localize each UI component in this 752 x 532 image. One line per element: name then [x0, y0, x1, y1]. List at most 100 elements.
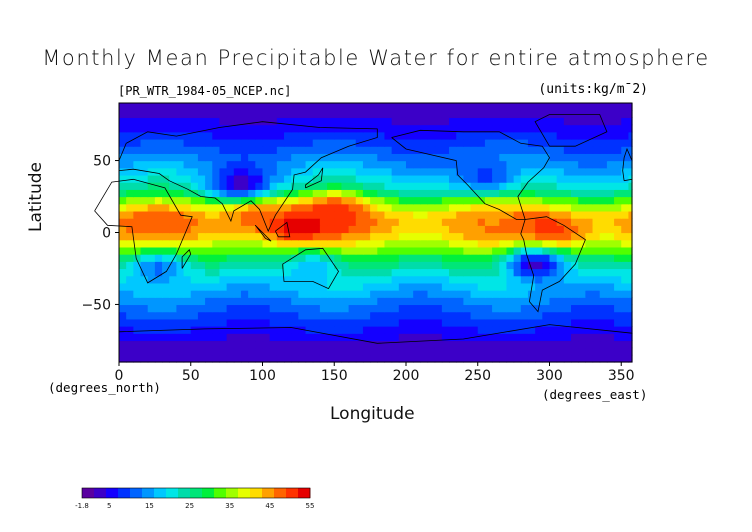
heatmap-cell	[506, 297, 515, 306]
heatmap-cell	[513, 110, 522, 118]
heatmap-cell	[398, 318, 407, 327]
heatmap-cell	[355, 189, 364, 198]
heatmap-cell	[606, 318, 615, 327]
heatmap-cell	[470, 326, 479, 334]
heatmap-cell	[140, 203, 149, 212]
heatmap-cell	[542, 124, 551, 133]
heatmap-cell	[233, 347, 242, 356]
heatmap-cell	[599, 196, 608, 205]
heatmap-cell	[499, 117, 508, 126]
heatmap-cell	[133, 297, 142, 306]
heatmap-cell	[614, 282, 622, 291]
heatmap-cell	[319, 326, 328, 334]
heatmap-cell	[341, 218, 350, 226]
colorbar-swatch	[118, 488, 131, 498]
heatmap-cell	[420, 268, 429, 277]
heatmap-cell	[355, 354, 364, 363]
heatmap-cell	[269, 131, 278, 140]
heatmap-cell	[585, 275, 594, 284]
heatmap-cell	[606, 124, 615, 133]
heatmap-cell	[169, 110, 177, 118]
heatmap-cell	[240, 189, 249, 198]
heatmap-cell	[205, 131, 213, 140]
heatmap-cell	[441, 333, 450, 342]
heatmap-cell	[276, 196, 285, 205]
heatmap-cell	[370, 261, 378, 270]
heatmap-cell	[154, 196, 163, 205]
heatmap-cell	[370, 117, 378, 126]
heatmap-cell	[226, 254, 235, 262]
heatmap-cell	[147, 189, 156, 198]
heatmap-cell	[183, 311, 192, 320]
heatmap-cell	[413, 182, 421, 190]
heatmap-cell	[520, 254, 529, 262]
heatmap-cell	[606, 210, 615, 219]
heatmap-cell	[133, 174, 142, 183]
heatmap-cell	[492, 318, 500, 327]
heatmap-cell	[370, 103, 378, 111]
heatmap-cell	[477, 347, 486, 356]
heatmap-cell	[449, 261, 457, 270]
heatmap-cell	[585, 318, 594, 327]
heatmap-cell	[398, 326, 407, 334]
heatmap-cell	[226, 311, 235, 320]
heatmap-cell	[319, 239, 328, 248]
heatmap-cell	[183, 254, 192, 262]
heatmap-cell	[484, 153, 493, 162]
heatmap-cell	[348, 232, 357, 241]
heatmap-cell	[398, 261, 407, 270]
heatmap-cell	[585, 167, 594, 176]
heatmap-cell	[205, 203, 213, 212]
heatmap-cell	[477, 182, 486, 190]
heatmap-cell	[535, 340, 543, 349]
heatmap-cell	[542, 225, 551, 234]
heatmap-cell	[513, 268, 522, 277]
heatmap-cell	[420, 304, 429, 313]
heatmap-cell	[262, 268, 271, 277]
heatmap-cell	[549, 340, 558, 349]
heatmap-cell	[513, 340, 522, 349]
heatmap-cell	[571, 326, 579, 334]
heatmap-cell	[549, 110, 558, 118]
heatmap-cell	[147, 174, 156, 183]
heatmap-cell	[305, 268, 314, 277]
heatmap-cell	[384, 182, 393, 190]
heatmap-cell	[248, 210, 256, 219]
heatmap-cell	[183, 261, 192, 270]
heatmap-cell	[391, 318, 400, 327]
heatmap-cell	[348, 275, 357, 284]
heatmap-cell	[427, 282, 436, 291]
heatmap-cell	[133, 311, 142, 320]
heatmap-cell	[441, 354, 450, 363]
heatmap-cell	[427, 225, 436, 234]
heatmap-cell	[362, 160, 371, 169]
heatmap-cell	[154, 210, 163, 219]
heatmap-cell	[592, 103, 601, 111]
heatmap-cell	[420, 261, 429, 270]
heatmap-cell	[162, 261, 170, 270]
heatmap-cell	[269, 297, 278, 306]
heatmap-cell	[556, 239, 565, 248]
heatmap-cell	[147, 297, 156, 306]
heatmap-cell	[542, 131, 551, 140]
heatmap-cell	[391, 347, 400, 356]
heatmap-cell	[405, 189, 414, 198]
heatmap-cell	[499, 138, 508, 147]
heatmap-cell	[592, 275, 601, 284]
heatmap-cell	[434, 210, 443, 219]
heatmap-cell	[398, 182, 407, 190]
heatmap-cell	[520, 174, 529, 183]
heatmap-cell	[154, 282, 163, 291]
heatmap-cell	[162, 354, 170, 363]
heatmap-cell	[226, 103, 235, 111]
heatmap-cell	[205, 196, 213, 205]
heatmap-cell	[348, 167, 357, 176]
heatmap-cell	[362, 174, 371, 183]
heatmap-cell	[405, 340, 414, 349]
heatmap-cell	[377, 138, 386, 147]
heatmap-cell	[535, 232, 543, 241]
heatmap-cell	[571, 239, 579, 248]
heatmap-cell	[197, 153, 206, 162]
heatmap-cell	[119, 218, 127, 226]
heatmap-cell	[484, 174, 493, 183]
